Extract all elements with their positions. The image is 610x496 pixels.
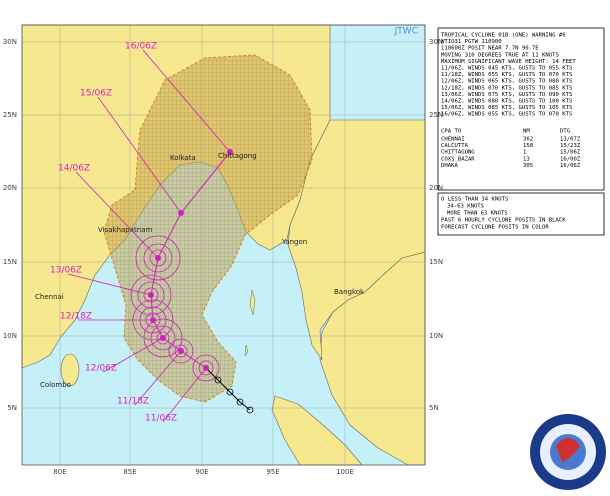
lon-label: 90E: [195, 468, 208, 476]
warning-line: TROPICAL CYCLONE 01B (ONE) WARNING #6: [441, 33, 566, 39]
city-label: Chennai: [35, 293, 64, 301]
legend-box: [437, 192, 605, 236]
forecast-label: 13/06Z: [50, 266, 82, 276]
lat-label: 15N: [429, 258, 443, 266]
cpa-cell: COXS_BAZAR: [441, 156, 475, 162]
danger-area: [103, 54, 313, 403]
warning-box: [437, 27, 605, 191]
city-label: Bangkok: [334, 288, 365, 296]
legend-line: 34-63 KNOTS: [447, 204, 484, 210]
cpa-cell: DHAKA: [441, 163, 458, 169]
label-leader: [134, 350, 182, 406]
lat-label: 5N: [429, 404, 439, 412]
lat-label: 15N: [3, 258, 17, 266]
past-posits: [214, 376, 254, 414]
forecast-label: 12/06Z: [85, 364, 117, 374]
cpa-cell: CALCUTTA: [441, 143, 469, 149]
legend-line: FORECAST CYCLONE POSITS IN COLOR: [441, 225, 549, 231]
cpa-cell: 16/06Z: [560, 163, 581, 169]
cpa-header: CPA TO: [441, 129, 462, 135]
forecast-label: 11/06Z: [145, 414, 177, 424]
warning-line: 14/06Z, WINDS 080 KTS, GUSTS TO 100 KTS: [441, 99, 572, 105]
lat-label: 10N: [3, 332, 17, 340]
danger-area-land: [104, 55, 312, 402]
legend-line: PAST 6 HOURLY CYCLONE POSITS IN BLACK: [441, 218, 566, 224]
city-label: Visakhapatnam: [98, 226, 152, 234]
label-leader: [142, 49, 231, 153]
cpa-cell: 13/07Z: [560, 137, 581, 143]
past-track: [205, 367, 251, 411]
lon-label: 80E: [53, 468, 66, 476]
cpa-cell: CHITTAGONG: [441, 150, 475, 156]
legend-line: MORE THAN 63 KNOTS: [447, 211, 508, 217]
cpa-cell: 305: [523, 163, 533, 169]
legend-line: O LESS THAN 34 KNOTS: [441, 197, 508, 203]
warning-line: MAXIMUM SIGNIFICANT WAVE HEIGHT: 14 FEET: [441, 59, 576, 65]
warning-line: 16/06Z, WINDS 055 KTS, GUSTS TO 070 KTS: [441, 112, 572, 118]
forecast-label: 11/18Z: [117, 397, 149, 407]
cpa-header: DTG: [560, 129, 571, 135]
forecast-track: [150, 151, 231, 369]
cpa-cell: CHENNAI: [441, 137, 465, 143]
jtwc-seal: [530, 414, 606, 490]
warning-line: 12/06Z, WINDS 065 KTS, GUSTS TO 080 KTS: [441, 79, 572, 85]
cpa-cell: 362: [523, 137, 533, 143]
warning-line: MOVING 310 DEGREES TRUE AT 11 KNOTS: [441, 52, 559, 58]
sri-lanka: [60, 353, 80, 387]
lon-label: 100E: [336, 468, 354, 476]
lon-label: 95E: [266, 468, 279, 476]
city-label: Chittagong: [218, 152, 257, 160]
warning-line: 12/18Z, WINDS 070 KTS, GUSTS TO 085 KTS: [441, 85, 572, 91]
city-label: Yangon: [281, 238, 307, 246]
warning-line: 15/06Z, WINDS 085 KTS, GUSTS TO 105 KTS: [441, 105, 572, 111]
warning-line: 13/06Z, WINDS 075 KTS, GUSTS TO 090 KTS: [441, 92, 572, 98]
cpa-cell: 15/23Z: [560, 143, 581, 149]
cpa-cell: 1: [523, 150, 526, 156]
label-leader: [102, 337, 164, 373]
forecast-label: 14/06Z: [58, 164, 90, 174]
city-label: Colombo: [40, 381, 71, 389]
cpa-cell: 16/00Z: [560, 156, 581, 162]
label-leader: [67, 273, 152, 296]
agency: JTWC: [394, 27, 418, 37]
lon-label: 85E: [123, 468, 136, 476]
lat-label: 20N: [429, 184, 443, 192]
lat-label: 25N: [429, 111, 443, 119]
cpa-header: NM: [523, 129, 530, 135]
lat-label: 30N: [3, 38, 17, 46]
forecast-label: 15/06Z: [80, 89, 112, 99]
cpa-cell: 15/06Z: [560, 150, 581, 156]
lat-label: 5N: [7, 404, 17, 412]
label-leader: [97, 96, 182, 214]
warning-line: 11/18Z, WINDS 055 KTS, GUSTS TO 070 KTS: [441, 72, 572, 78]
forecast-label: 12/18Z: [60, 312, 92, 322]
lat-label: 30N: [429, 38, 443, 46]
cpa-cell: 158: [523, 143, 534, 149]
warning-line: 110600Z POSIT NEAR 7.7N 90.7E: [441, 46, 539, 52]
warning-line: 11/06Z, WINDS 045 KTS, GUSTS TO 055 KTS: [441, 66, 572, 72]
warning-line: WTIO31 PGTW 110900: [441, 39, 502, 45]
forecast-label: 16/06Z: [125, 42, 157, 52]
label-leader: [162, 367, 207, 423]
label-leader: [75, 171, 159, 259]
lat-label: 25N: [3, 111, 17, 119]
andaman-islands: [244, 289, 256, 357]
cpa-cell: 13: [523, 156, 530, 162]
lat-label: 20N: [3, 184, 17, 192]
city-label: Kolkata: [170, 154, 196, 162]
lat-label: 10N: [429, 332, 443, 340]
